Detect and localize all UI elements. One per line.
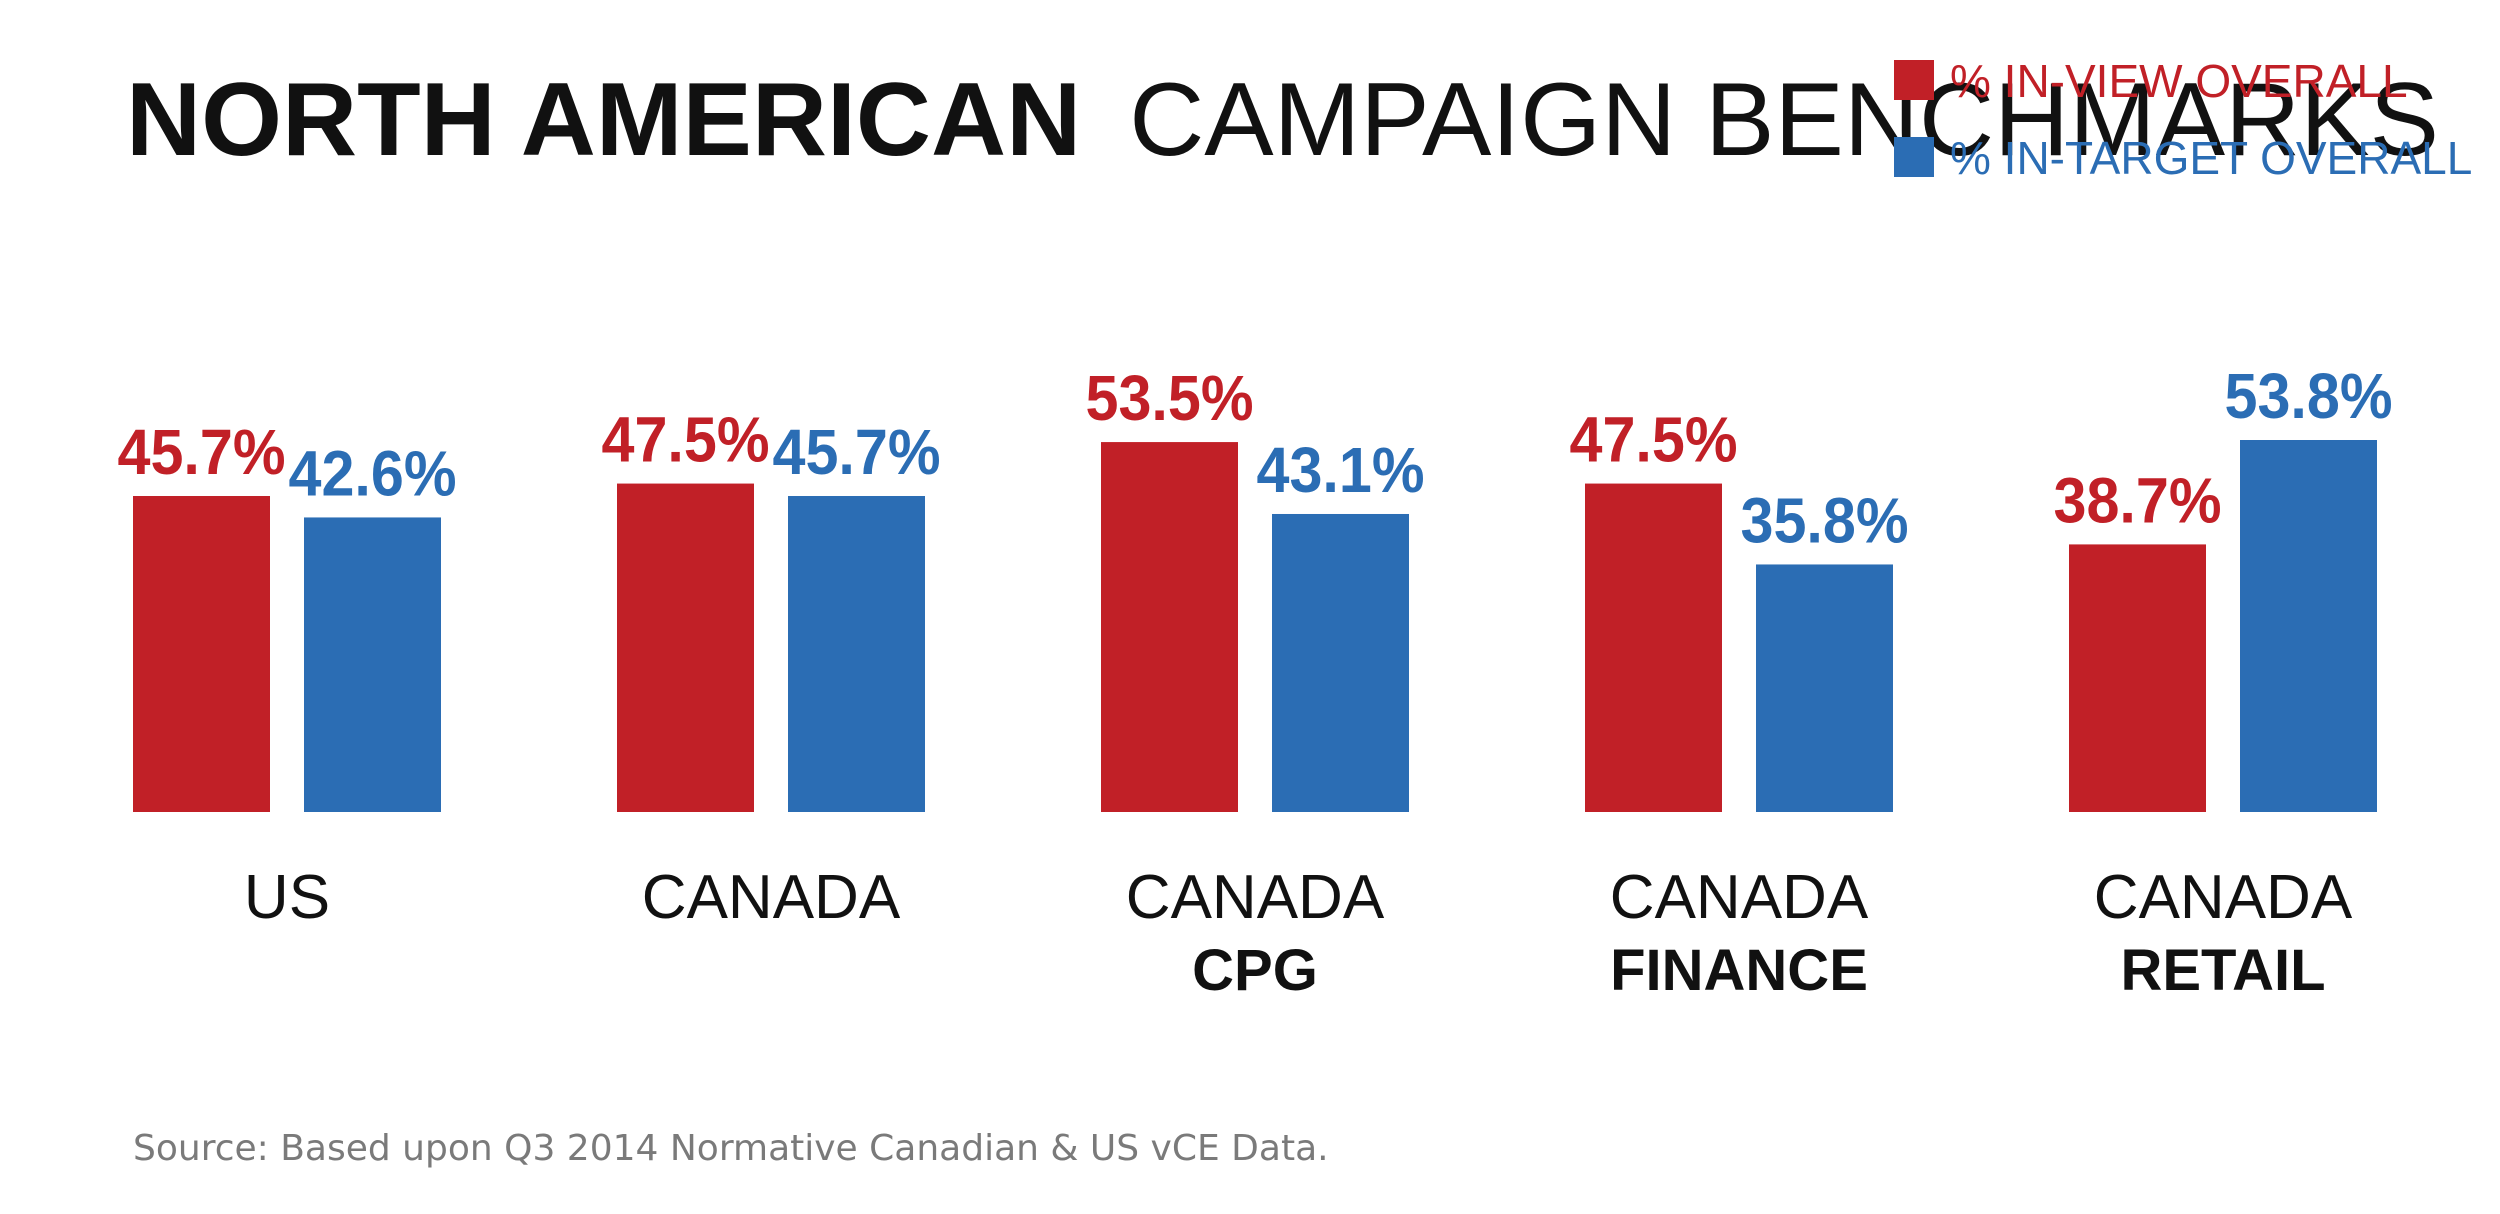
data-label-in-target-4: 53.8% bbox=[2225, 360, 2393, 432]
category-label-1: CANADA bbox=[642, 863, 901, 932]
chart-title: NORTH AMERICAN CAMPAIGN BENCHMARKS bbox=[126, 62, 2439, 178]
bar-in-target-4 bbox=[2240, 440, 2377, 812]
bar-in-view-4 bbox=[2069, 544, 2206, 812]
legend: % IN-VIEW OVERALL % IN-TARGET OVERALL bbox=[1894, 55, 2472, 184]
legend-label-in-target: % IN-TARGET OVERALL bbox=[1950, 132, 2472, 184]
category-label-3: CANADA bbox=[1610, 863, 1869, 932]
legend-swatch-in-target bbox=[1894, 137, 1934, 177]
bar-in-target-2 bbox=[1272, 513, 1409, 812]
source-note: Source: Based upon Q3 2014 Normative Can… bbox=[133, 1128, 1329, 1169]
bar-in-view-0 bbox=[133, 496, 270, 812]
data-label-in-view-1: 47.5% bbox=[602, 404, 770, 476]
data-label-in-view-2: 53.5% bbox=[1086, 362, 1254, 434]
chart-title-light: CAMPAIGN BENCHMARKS bbox=[1129, 62, 2439, 178]
category-sublabel-4: RETAIL bbox=[2120, 938, 2325, 1003]
data-label-in-view-4: 38.7% bbox=[2054, 464, 2222, 536]
data-label-in-target-1: 45.7% bbox=[773, 416, 941, 488]
bar-in-target-0 bbox=[304, 517, 441, 812]
bar-in-target-3 bbox=[1756, 564, 1893, 812]
bar-in-view-3 bbox=[1585, 483, 1722, 812]
data-label-in-view-3: 47.5% bbox=[1570, 404, 1738, 476]
legend-label-in-view: % IN-VIEW OVERALL bbox=[1950, 55, 2408, 107]
legend-swatch-in-view bbox=[1894, 60, 1934, 100]
category-label-2: CANADA bbox=[1126, 863, 1385, 932]
data-label-in-target-0: 42.6% bbox=[289, 437, 457, 509]
data-label-in-target-3: 35.8% bbox=[1741, 484, 1909, 556]
bar-in-view-2 bbox=[1101, 442, 1238, 812]
category-sublabel-2: CPG bbox=[1192, 938, 1318, 1003]
bar-in-view-1 bbox=[617, 483, 754, 812]
category-sublabel-3: FINANCE bbox=[1610, 938, 1868, 1003]
category-label-0: US bbox=[244, 863, 330, 932]
data-label-in-target-2: 43.1% bbox=[1257, 434, 1425, 506]
bar-in-target-1 bbox=[788, 496, 925, 812]
category-label-4: CANADA bbox=[2094, 863, 2353, 932]
chart-title-bold: NORTH AMERICAN bbox=[126, 62, 1081, 178]
data-label-in-view-0: 45.7% bbox=[118, 416, 286, 488]
